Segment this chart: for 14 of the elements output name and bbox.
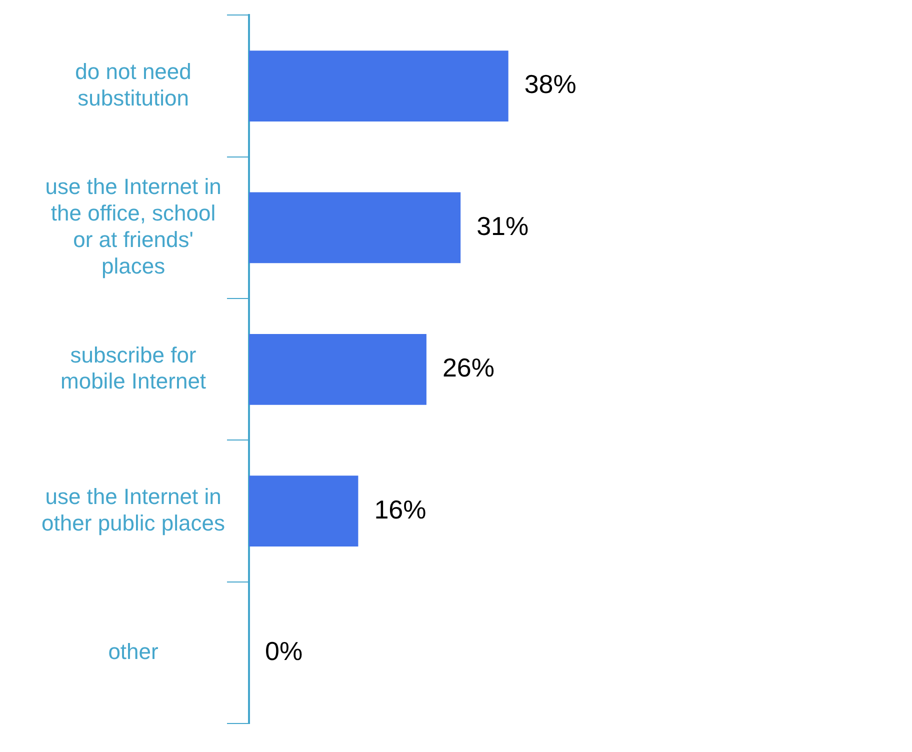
y-tick-label: subscribe for mobile Internet xyxy=(60,342,206,394)
y-tick-label: use the Internet in other public places xyxy=(42,484,226,536)
y-tick-label: other xyxy=(108,638,158,664)
data-label: 38% xyxy=(524,69,576,100)
data-label: 0% xyxy=(265,636,303,666)
bar xyxy=(249,334,426,405)
data-label: 16% xyxy=(374,494,426,524)
y-tick-label: do not need substitution xyxy=(75,58,192,110)
bar xyxy=(249,476,358,546)
y-tick-label: use the Internet in the office, school or at friends' places xyxy=(45,174,222,278)
bar xyxy=(249,50,508,122)
bar xyxy=(249,192,461,264)
data-label: 31% xyxy=(476,210,529,241)
data-label: 26% xyxy=(442,352,494,383)
